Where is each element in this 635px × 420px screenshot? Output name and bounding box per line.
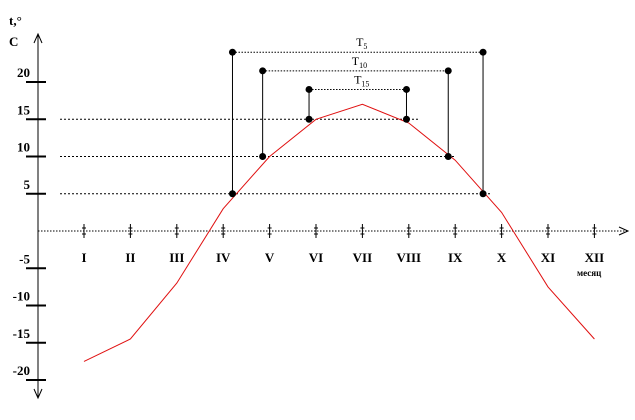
y-axis-arrow-top <box>33 32 43 44</box>
period-marker <box>444 67 452 75</box>
x-axis-title: месяц <box>577 268 602 278</box>
x-axis-arrow <box>618 226 630 236</box>
period-marker <box>259 153 267 160</box>
month-label-IX: IX <box>448 250 463 265</box>
period-T5: T5 <box>228 35 487 198</box>
period-marker <box>479 48 487 56</box>
month-label-II: II <box>125 250 135 265</box>
y-tick-label: 20 <box>17 65 30 80</box>
period-marker <box>228 190 236 198</box>
period-label: T5 <box>356 35 367 51</box>
y-tick-label: 15 <box>17 102 31 117</box>
level-guides <box>60 118 490 195</box>
period-marker <box>402 85 410 93</box>
period-marker <box>479 190 487 198</box>
period-marker <box>305 115 313 123</box>
period-T10: T10 <box>259 54 452 160</box>
temperature-series-line <box>83 103 595 362</box>
y-tick-label: 5 <box>24 177 31 192</box>
period-marker <box>402 115 410 123</box>
period-label: T10 <box>352 54 367 70</box>
y-axis-unit: C <box>9 34 18 49</box>
period-label: T15 <box>354 72 369 88</box>
month-label-X: X <box>497 250 507 265</box>
series-layer <box>83 103 595 362</box>
period-label-letter: T <box>354 72 362 86</box>
month-label-IV: IV <box>216 250 231 265</box>
month-label-VIII: VIII <box>397 250 422 265</box>
month-label-I: I <box>81 250 86 265</box>
month-label-XII: XII <box>585 250 605 265</box>
month-label-III: III <box>169 250 184 265</box>
y-axis-title: t,° <box>9 13 22 28</box>
month-label-VII: VII <box>353 250 373 265</box>
month-label-V: V <box>265 250 275 265</box>
y-tick-label: -20 <box>13 363 30 378</box>
y-tick-label: -15 <box>13 326 31 341</box>
period-marker <box>259 67 267 75</box>
period-label-subscript: 10 <box>359 61 367 70</box>
y-tick-label: -10 <box>13 289 30 304</box>
period-marker <box>228 48 236 56</box>
period-label-letter: T <box>356 35 364 49</box>
y-tick-label: 10 <box>17 140 30 155</box>
period-label-subscript: 5 <box>363 42 367 51</box>
month-label-VI: VI <box>309 250 323 265</box>
period-marker <box>444 153 452 160</box>
period-label-subscript: 15 <box>361 79 369 88</box>
month-label-XI: XI <box>541 250 555 265</box>
period-label-letter: T <box>352 54 360 68</box>
period-marker <box>305 85 313 93</box>
y-axis-arrow-bottom <box>33 388 43 400</box>
y-tick-label: -5 <box>19 251 30 266</box>
period-T15: T15 <box>305 72 410 123</box>
